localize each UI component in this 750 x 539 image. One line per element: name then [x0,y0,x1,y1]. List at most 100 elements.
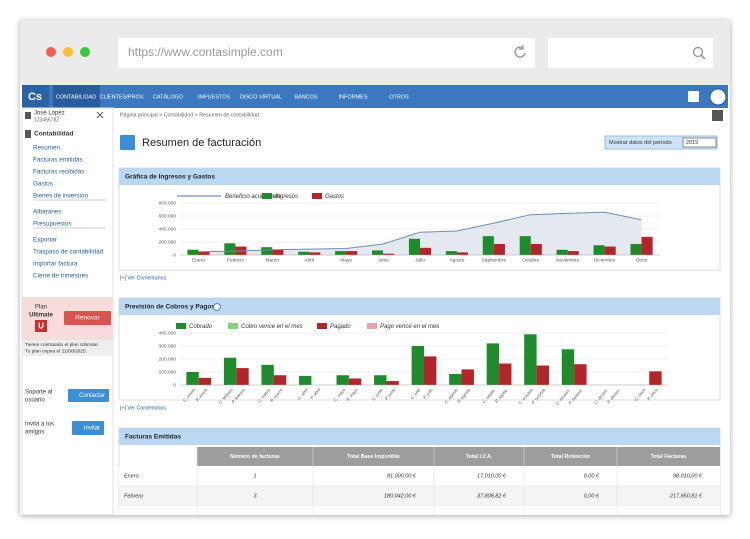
bar [499,363,512,385]
bar [335,251,347,255]
bar [383,253,395,255]
side-link[interactable]: Albaranes [33,209,61,216]
line [198,211,642,253]
bar [236,368,249,385]
side-link[interactable]: Gastos [33,181,53,188]
nav-item[interactable]: INFORMES [338,94,367,100]
row-label: Febrero [124,493,143,499]
invite-button[interactable] [72,421,104,435]
bar [261,247,273,255]
user-icon [25,112,31,119]
logo: Cs [28,91,42,103]
y-tick-label: 300.000 [159,343,177,349]
url-text: https://www.contasimple.com [128,45,283,59]
bar [424,356,437,385]
user-avatar[interactable] [709,88,727,106]
side-link[interactable]: Exportar [33,237,57,244]
legend-label: Pago vence en el mes [380,324,439,330]
bar [187,249,199,255]
invite-label: amigos [25,430,44,436]
table-row [119,466,720,486]
plan-note-box [22,340,113,356]
search-icon[interactable] [692,46,704,58]
side-link[interactable]: Facturas recibidas [33,169,84,176]
side-link[interactable]: Resumen [33,145,60,152]
side-link[interactable]: Presupuestos [33,221,72,228]
contact-button[interactable] [68,389,109,402]
reload-icon[interactable] [514,45,526,58]
close-dot[interactable] [46,47,56,57]
nav-active [53,85,100,108]
side-link[interactable]: Facturas emitidas [33,157,83,164]
bar [536,365,550,385]
plan-note: Tu plan expira el 21/08/2025. [25,348,87,354]
period-value[interactable]: 2019 [686,140,698,146]
legend-label: Pagado [330,324,351,330]
bar [224,243,236,255]
cell: 37.808,82 € [477,493,507,499]
legend-label: Gastos [325,194,344,200]
user-id: 12345678Z [34,117,59,123]
maximize-dot[interactable] [80,47,90,57]
app: Cs CONTABILIDAD CLIENTES/PROV. CATÁLOGO IMPU… [21,85,728,515]
side-link[interactable]: Importar factura [33,261,78,268]
x-tick-label: Otros [636,257,648,263]
bar [186,372,199,385]
legend-label: Ingresos [275,194,298,200]
y-tick-label: 600.000 [159,213,177,219]
period-label: Mostrar datos del período [609,140,672,146]
cell: 17.010,00 € [477,473,507,479]
legend-swatch [176,323,186,329]
invite-text[interactable]: Invitar [84,426,100,432]
nav-item[interactable]: CLIENTES/PROV. [99,94,145,100]
nav-item[interactable]: BANCOS [294,94,318,100]
search-icon-handle [700,54,706,60]
x-tick-label: Agosto [449,257,464,263]
column-header: Número de facturas [230,454,280,460]
contact-text[interactable]: Contactar [79,393,105,399]
period-select[interactable] [682,137,717,148]
search-bar[interactable] [548,38,713,68]
side-link[interactable]: Traspaso de contabilidad [33,249,104,256]
bar [420,247,432,255]
nav-item[interactable]: CONTABILIDAD [56,94,96,100]
bar [456,252,468,255]
bar [649,371,662,385]
nav-item[interactable]: DISCO VIRTUAL [240,94,282,100]
plan-note: Tienes contratado el plan Ultimate. [25,342,99,348]
bar [482,236,494,255]
panel-title: Previsión de Cobros y Pagos [125,304,215,311]
panel-title: Facturas Emitidas [125,434,181,441]
url-bar[interactable] [118,38,535,68]
section-title: Contabilidad [34,131,73,138]
legend-label: Cobrado [189,324,213,330]
support-label: usuario [25,398,45,404]
bar [272,249,284,255]
nav-item[interactable]: OTROS [389,94,409,100]
x-tick-label: Mayo [340,257,352,263]
bar [346,251,358,255]
renew-button[interactable] [64,311,111,325]
nav-item[interactable]: IMPUESTOS [198,94,231,100]
y-tick-label: 400.000 [159,226,177,232]
y-tick-label: 200.000 [159,356,177,362]
bar [298,251,310,255]
info-icon[interactable] [213,303,221,311]
side-link[interactable]: Bienes de inversión [33,193,88,200]
comments-link[interactable]: [+] Ver Comentarios [120,405,166,411]
bar [198,251,210,255]
nav-item[interactable]: CATÁLOGO [153,93,184,100]
renew-text[interactable]: Renovar [75,315,100,322]
side-link[interactable]: Cierre de trimestres [33,273,88,280]
bar [298,375,312,385]
column-header: Total I.V.A. [466,454,493,460]
legend-label: Cobro vence en el mes [241,324,303,330]
help-icon[interactable] [688,91,699,102]
minimize-dot[interactable] [63,47,73,57]
comments-link[interactable]: [+] Ver Comentarios [120,275,166,281]
y-tick-label: 0 [173,382,176,388]
plan-badge-text: U [38,322,44,331]
search-button[interactable] [712,110,723,121]
swap-icon[interactable] [96,111,104,119]
row-label: Enero [124,473,139,479]
